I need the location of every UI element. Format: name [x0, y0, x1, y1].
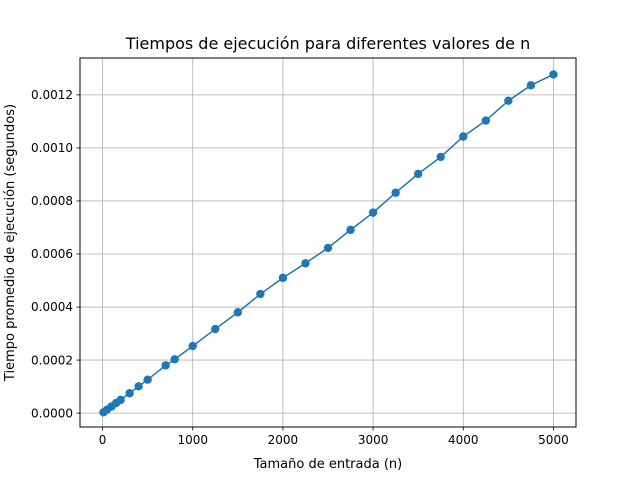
- data-point: [211, 324, 220, 334]
- x-tick-label: 1000: [177, 433, 208, 447]
- data-point: [143, 375, 152, 384]
- x-tick-label: 4000: [448, 433, 479, 447]
- data-point: [413, 169, 423, 179]
- data-point: [233, 308, 243, 317]
- y-tick-label: 0.0002: [31, 353, 73, 367]
- y-tick-label: 0.0004: [31, 300, 73, 314]
- data-point: [459, 132, 468, 141]
- chart-title: Tiempos de ejecución para diferentes val…: [125, 34, 530, 53]
- data-point: [161, 361, 170, 370]
- data-point: [188, 341, 197, 351]
- data-point: [125, 389, 134, 398]
- y-tick-label: 0.0006: [31, 247, 73, 261]
- data-point: [116, 395, 125, 405]
- x-tick-label: 2000: [268, 433, 299, 447]
- data-point: [481, 116, 491, 125]
- data-point: [278, 273, 288, 283]
- data-point: [549, 70, 558, 79]
- y-tick-label: 0.0000: [31, 406, 73, 420]
- data-point: [170, 355, 179, 364]
- y-axis-label: Tiempo promedio de ejecución (segundos): [3, 104, 18, 382]
- data-point: [256, 289, 265, 299]
- data-point: [391, 188, 400, 197]
- data-point: [368, 208, 378, 217]
- x-tick-label: 5000: [538, 433, 569, 447]
- y-tick-label: 0.0008: [31, 194, 73, 208]
- y-tick-label: 0.0012: [31, 88, 73, 102]
- y-tick-label: 0.0010: [31, 141, 73, 155]
- data-point: [301, 259, 310, 268]
- data-point: [323, 243, 333, 253]
- data-point: [504, 96, 513, 105]
- series-layer: [99, 70, 558, 417]
- x-tick-label: 0: [99, 433, 107, 447]
- grid: [80, 58, 576, 427]
- plot-frame: [79, 57, 577, 428]
- data-point: [134, 382, 143, 391]
- x-tick-label: 3000: [358, 433, 389, 447]
- data-point: [436, 152, 445, 162]
- data-point: [346, 225, 355, 235]
- data-point: [526, 81, 536, 90]
- axis-ticks: 0 1000 2000 3000 4000 5000 0.0000 0.0002 0.0004 0…: [31, 88, 569, 447]
- x-axis-label: Tamaño de entrada (n): [253, 457, 402, 472]
